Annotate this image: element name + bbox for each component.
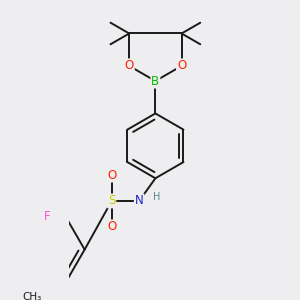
Text: O: O — [177, 59, 186, 72]
Text: CH₃: CH₃ — [22, 292, 41, 300]
Text: O: O — [107, 169, 116, 182]
Text: S: S — [108, 194, 115, 208]
Text: H: H — [153, 192, 160, 202]
Text: B: B — [151, 74, 160, 88]
Text: O: O — [107, 220, 116, 233]
Text: F: F — [44, 210, 50, 223]
Text: N: N — [135, 194, 144, 208]
Text: O: O — [124, 59, 134, 72]
